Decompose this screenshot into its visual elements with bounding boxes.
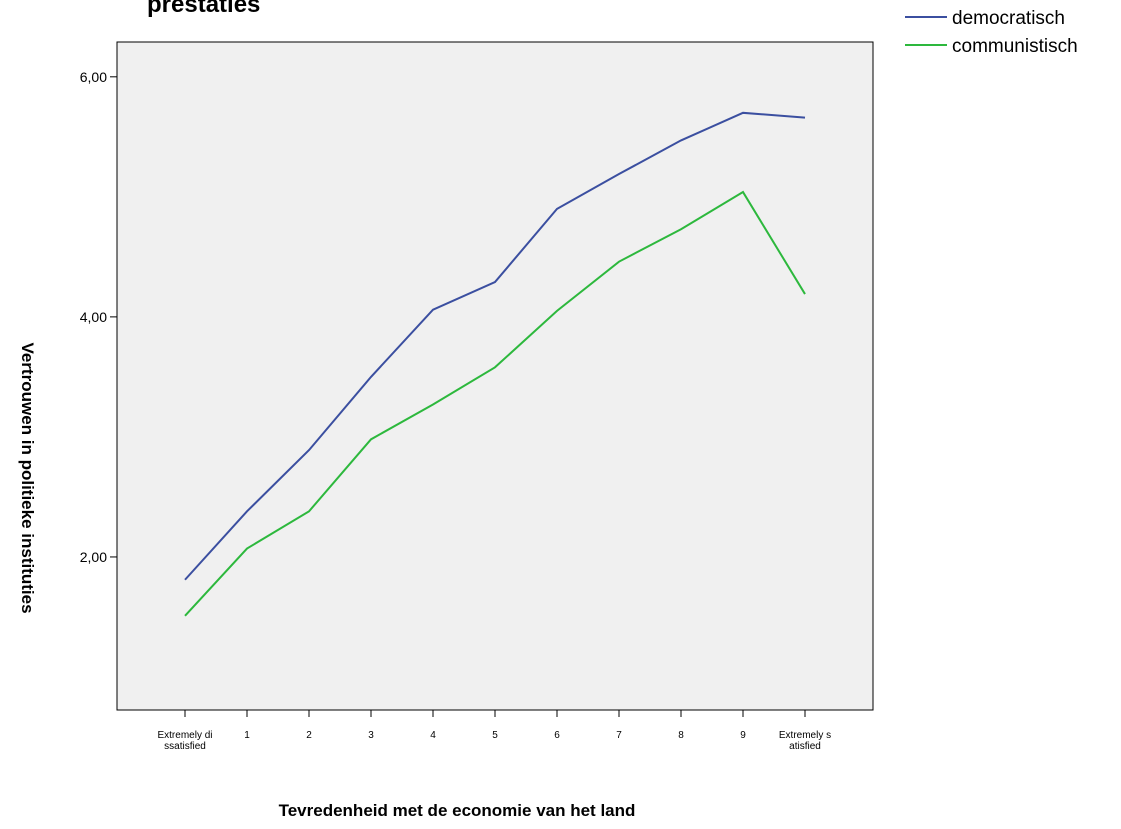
chart-title: prestaties — [147, 0, 260, 18]
line-series — [184, 190, 806, 617]
x-tick-label: 1 — [244, 730, 250, 741]
x-tick-label: 8 — [678, 730, 684, 741]
line-series — [184, 111, 806, 581]
y-tick-label: 6,00 — [80, 69, 107, 85]
x-tick-label: 9 — [740, 730, 746, 741]
x-tick-label: Extremely dissatisfied — [157, 730, 213, 752]
x-tick-label: 2 — [306, 730, 312, 741]
x-tick-label: Extremely satisfied — [778, 730, 832, 752]
x-axis-label: Tevredenheid met de economie van het lan… — [279, 801, 636, 820]
y-tick-label: 4,00 — [80, 309, 107, 325]
x-tick-label: 5 — [492, 730, 498, 741]
x-tick-label: 7 — [616, 730, 622, 741]
x-tick-label: 4 — [430, 730, 436, 741]
y-axis-label: Vertrouwen in politieke instituties — [18, 342, 37, 613]
legend-label: communistisch — [952, 36, 1078, 57]
x-tick-label: 6 — [554, 730, 560, 741]
y-tick-label: 2,00 — [80, 549, 107, 565]
plot-area — [116, 41, 874, 711]
x-tick-label: 3 — [368, 730, 374, 741]
legend-label: democratisch — [952, 8, 1065, 29]
